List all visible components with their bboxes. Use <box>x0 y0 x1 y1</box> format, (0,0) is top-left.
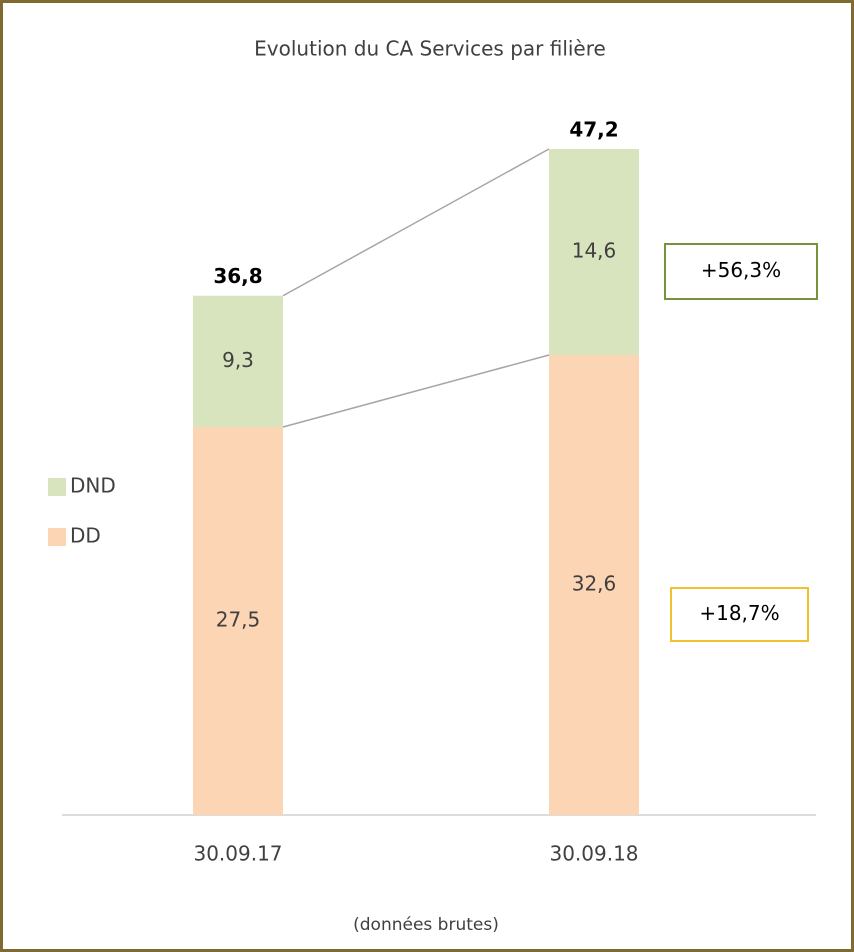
value-label: 27,5 <box>216 607 261 631</box>
subtitle: (données brutes) <box>353 915 499 935</box>
x-tick-label: 30.09.18 <box>549 842 638 866</box>
value-label: 9,3 <box>222 348 254 372</box>
bar-segment <box>549 149 639 356</box>
annotation: +18,7% <box>699 601 779 625</box>
value-label: 32,6 <box>572 572 617 596</box>
legend-label: DND <box>70 474 116 498</box>
annotation-box <box>664 243 818 300</box>
legend-label: DD <box>70 524 101 548</box>
value-label: 14,6 <box>572 239 617 263</box>
annotation: +56,3% <box>701 258 781 282</box>
total-label: 47,2 <box>569 118 618 142</box>
x-tick-label: 30.09.17 <box>193 842 282 866</box>
annotation-box <box>670 587 809 642</box>
bar-segment <box>193 295 283 427</box>
bar-segment <box>193 426 283 815</box>
legend-swatch <box>48 528 66 546</box>
chart-title: Evolution du CA Services par filière <box>254 37 606 61</box>
bar-segment <box>549 355 639 815</box>
total-label: 36,8 <box>213 264 262 288</box>
connector <box>282 354 550 428</box>
connector <box>282 148 550 297</box>
legend-swatch <box>48 478 66 496</box>
